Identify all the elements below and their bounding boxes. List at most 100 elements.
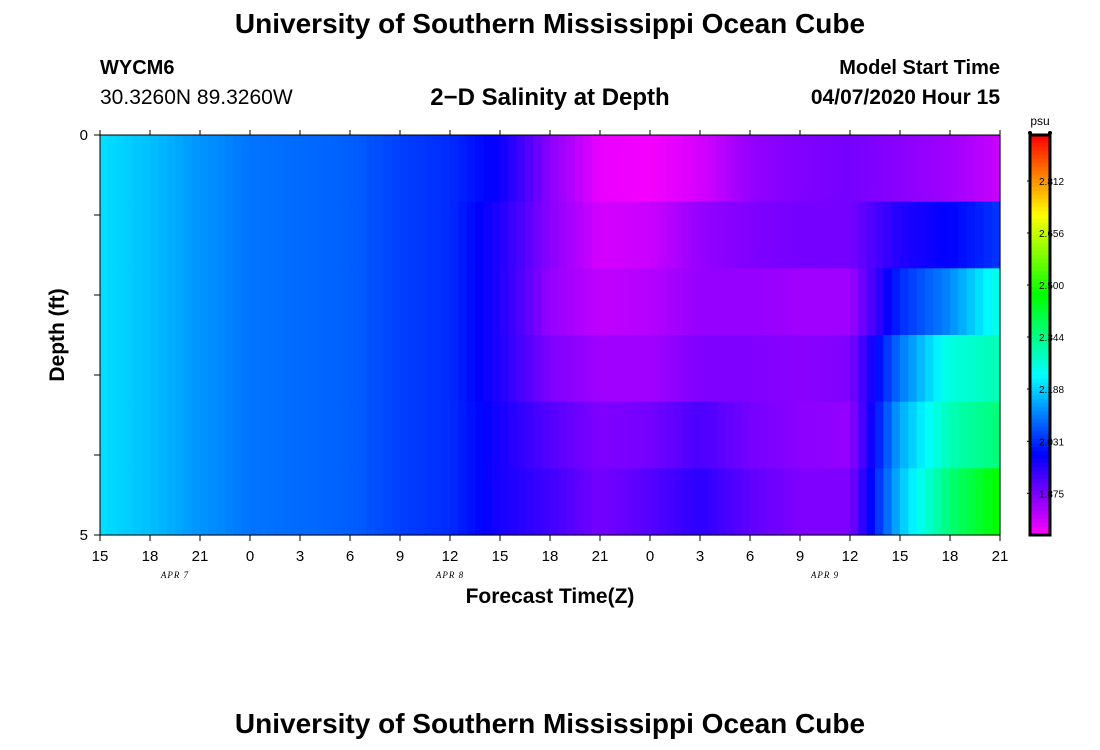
heatmap-cell <box>266 401 276 469</box>
heatmap-cell <box>666 468 676 536</box>
heatmap-cell <box>725 468 734 536</box>
colorbar-segment <box>1030 139 1050 144</box>
heatmap-cell <box>666 335 676 403</box>
heatmap-cell <box>800 401 809 469</box>
heatmap-cell <box>600 201 609 269</box>
heatmap-cell <box>116 468 126 536</box>
heatmap-cell <box>175 335 184 403</box>
heatmap-cell <box>716 201 726 269</box>
colorbar-segment <box>1030 523 1050 528</box>
heatmap-cell <box>516 135 526 203</box>
heatmap-cell <box>858 468 868 536</box>
heatmap-cell <box>808 335 818 403</box>
heatmap-cell <box>566 201 576 269</box>
heatmap-cell <box>133 201 143 269</box>
colorbar-segment <box>1030 271 1050 276</box>
heatmap-cell <box>750 401 759 469</box>
heatmap-cell <box>108 135 118 203</box>
heatmap-cell <box>491 135 501 203</box>
colorbar-segment <box>1030 187 1050 192</box>
heatmap-cell <box>233 201 243 269</box>
heatmap-cell <box>716 468 726 536</box>
heatmap-cell <box>358 468 368 536</box>
heatmap-cell <box>550 401 559 469</box>
heatmap-cell <box>425 201 434 269</box>
station-coordinates: 30.3260N 89.3260W <box>100 86 293 109</box>
heatmap-cell <box>933 335 943 403</box>
colorbar-segment <box>1030 423 1050 428</box>
heatmap-cell <box>983 335 993 403</box>
heatmap-cell <box>400 135 409 203</box>
heatmap-cell <box>825 268 834 336</box>
heatmap-cell <box>391 468 401 536</box>
heatmap-cell <box>883 201 893 269</box>
heatmap-cell <box>175 468 184 536</box>
heatmap-cell <box>441 135 451 203</box>
heatmap-cell <box>858 401 868 469</box>
colorbar-segment <box>1030 495 1050 500</box>
heatmap-cell <box>925 135 934 203</box>
heatmap-cell <box>575 401 584 469</box>
colorbar-segment <box>1030 503 1050 508</box>
heatmap-cell <box>475 401 484 469</box>
heatmap-cell <box>891 135 901 203</box>
heatmap-cell <box>158 135 168 203</box>
heatmap-cell <box>208 201 218 269</box>
heatmap-cell <box>891 268 901 336</box>
colorbar-segment <box>1030 459 1050 464</box>
y-tick-label: 0 <box>80 127 88 144</box>
heatmap-cell <box>625 468 634 536</box>
heatmap-cell <box>550 335 559 403</box>
heatmap-cell <box>408 268 418 336</box>
heatmap-cell <box>933 401 943 469</box>
heatmap-cell <box>950 401 959 469</box>
heatmap-cell <box>791 201 801 269</box>
heatmap-cell <box>108 335 118 403</box>
heatmap-cell <box>458 135 468 203</box>
heatmap-cell <box>741 468 751 536</box>
heatmap-cell <box>125 135 134 203</box>
colorbar-segment <box>1030 251 1050 256</box>
y-tick-label: 5 <box>80 527 88 544</box>
heatmap-cell <box>383 268 393 336</box>
heatmap-cell <box>366 268 376 336</box>
heatmap-cell <box>266 268 276 336</box>
heatmap-cell <box>958 201 968 269</box>
heatmap-cell <box>291 268 301 336</box>
heatmap-cell <box>500 268 509 336</box>
colorbar-segment <box>1030 147 1050 152</box>
heatmap-cell <box>658 335 668 403</box>
heatmap-cell <box>575 335 584 403</box>
x-tick-label: 18 <box>942 548 959 565</box>
heatmap-cell <box>700 401 709 469</box>
heatmap-cell <box>591 335 601 403</box>
x-tick-label: 12 <box>442 548 459 565</box>
heatmap-cell <box>583 401 593 469</box>
heatmap-cell <box>775 201 784 269</box>
heatmap-cell <box>866 468 876 536</box>
x-tick-label: 3 <box>296 548 304 565</box>
heatmap-cell <box>483 401 493 469</box>
heatmap-cell <box>916 201 926 269</box>
colorbar-segment <box>1030 391 1050 396</box>
heatmap-cell <box>108 201 118 269</box>
heatmap-cell <box>725 335 734 403</box>
heatmap-cell <box>750 468 759 536</box>
colorbar-segment <box>1030 431 1050 436</box>
model-start-value: 04/07/2020 Hour 15 <box>810 86 1000 109</box>
heatmap-cell <box>200 401 209 469</box>
colorbar-segment <box>1030 427 1050 432</box>
heatmap-cell <box>116 201 126 269</box>
x-tick-label: 18 <box>142 548 159 565</box>
heatmap-cell <box>666 201 676 269</box>
heatmap-cell <box>891 401 901 469</box>
heatmap-cell <box>250 335 259 403</box>
heatmap-cell <box>658 268 668 336</box>
heatmap-cell <box>908 268 918 336</box>
colorbar-segment <box>1030 275 1050 280</box>
heatmap-cell <box>141 135 151 203</box>
heatmap-cell <box>908 135 918 203</box>
colorbar-segment <box>1030 447 1050 452</box>
heatmap-cell <box>666 135 676 203</box>
heatmap-cell <box>141 335 151 403</box>
